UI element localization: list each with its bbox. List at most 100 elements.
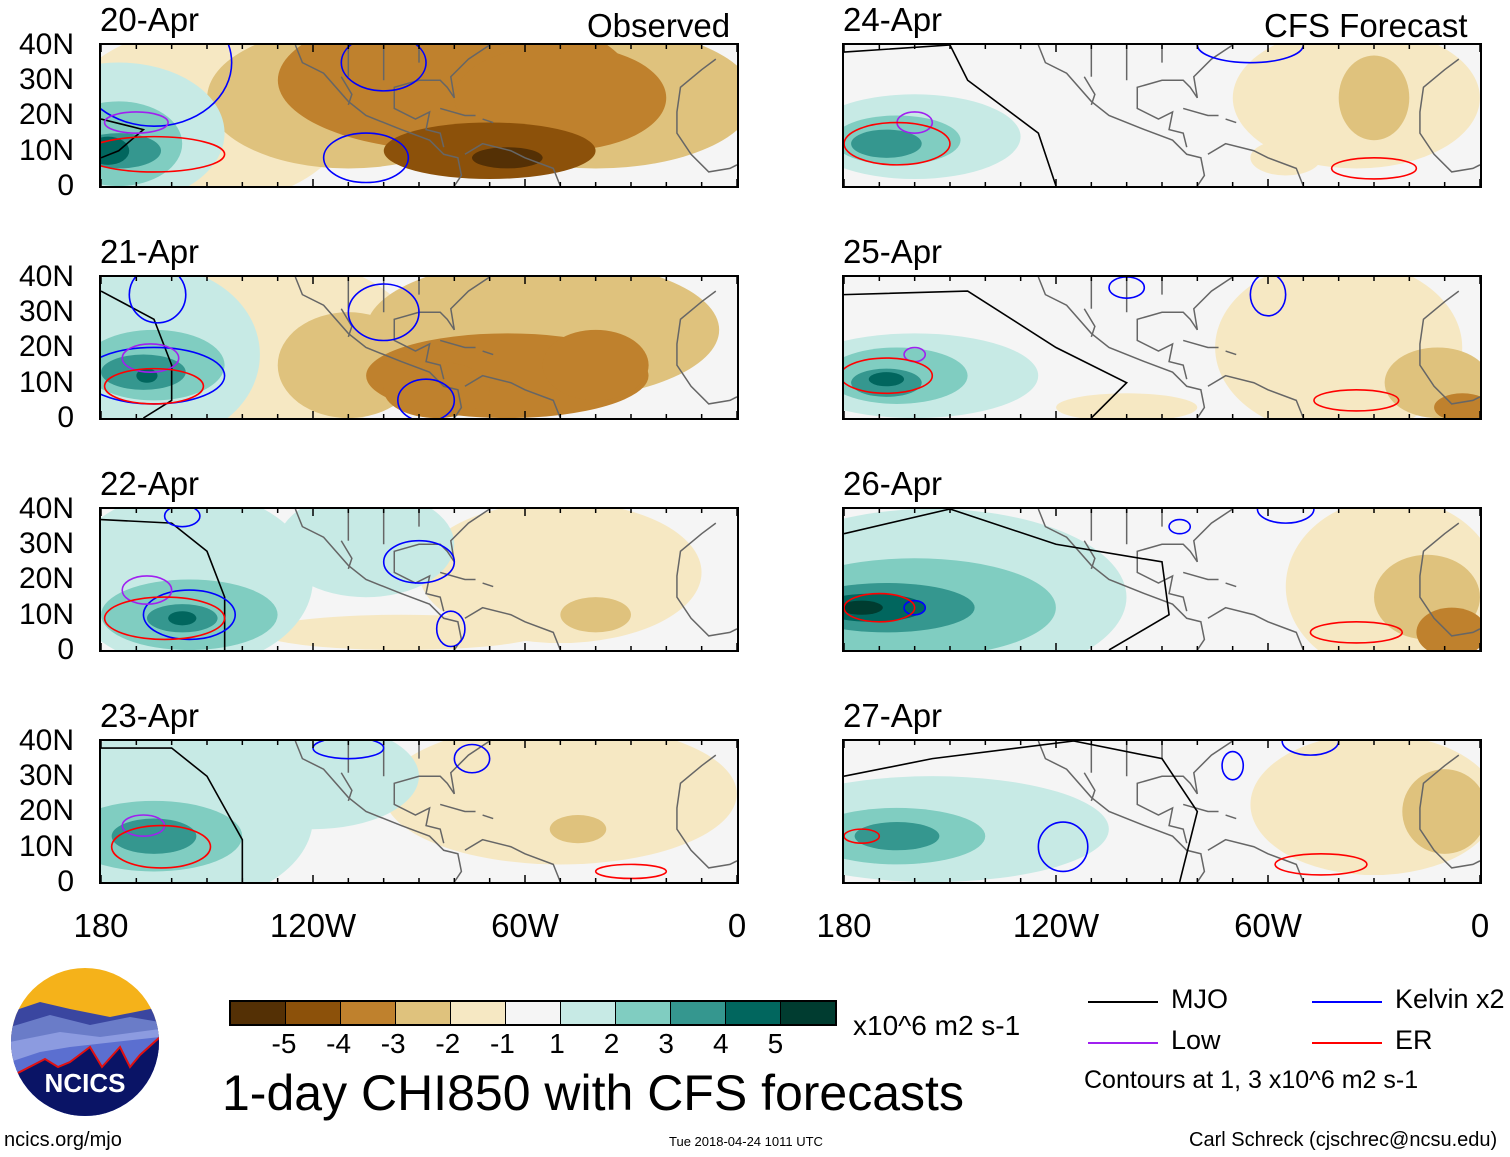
- chi850-map: [101, 45, 737, 186]
- colorbar-label: -1: [489, 1028, 515, 1059]
- mjo-contour: [844, 741, 1199, 882]
- coastline: [1225, 582, 1237, 588]
- coastline: [294, 45, 463, 186]
- legend-label: Low: [1171, 1025, 1221, 1055]
- kelvin-contour: [163, 509, 201, 528]
- lat-label: 10N: [18, 365, 74, 399]
- colorbar-label: 2: [603, 1028, 620, 1059]
- chi850-map: [101, 277, 737, 418]
- panel-date: 21-Apr: [100, 233, 200, 270]
- chi850-map: [101, 741, 737, 882]
- er-contour: [1309, 620, 1404, 644]
- colorbar-swatch: [341, 1002, 396, 1024]
- mjo-contour: [101, 290, 173, 418]
- coastline: [1037, 741, 1206, 882]
- colorbar-label: -5: [271, 1028, 297, 1059]
- lat-label: 20N: [18, 330, 74, 364]
- map-panel-25-Apr: [842, 275, 1482, 420]
- lat-label: 30N: [18, 295, 74, 329]
- panel-date: 25-Apr: [843, 233, 943, 270]
- lat-label: 20N: [18, 562, 74, 596]
- coastline: [439, 339, 476, 349]
- kelvin-contour: [340, 45, 427, 92]
- anomaly-shade: [1416, 607, 1480, 650]
- coastline: [1136, 45, 1234, 148]
- kelvin-contour: [101, 45, 233, 127]
- colorbar-swatch: [671, 1002, 726, 1024]
- lon-label: 0: [727, 907, 747, 944]
- coastline: [340, 540, 353, 570]
- anomaly-shade: [168, 611, 197, 626]
- lat-label: 40N: [18, 724, 74, 757]
- site-url[interactable]: ncics.org/mjo: [4, 1129, 122, 1151]
- coastline: [464, 606, 562, 650]
- er-contour: [1330, 156, 1418, 180]
- credit: Carl Schreck (cjschrec@ncsu.edu): [1189, 1129, 1498, 1151]
- coastline: [1083, 76, 1096, 106]
- kelvin-contour: [1281, 741, 1340, 756]
- colorbar: [229, 1000, 837, 1026]
- panel-date: 20-Apr: [100, 1, 200, 38]
- coastline: [676, 522, 737, 637]
- lat-label: 0: [57, 632, 74, 666]
- coastline: [439, 571, 476, 581]
- anomaly-shade: [844, 593, 926, 622]
- coastline: [1182, 571, 1219, 581]
- lat-label: 20N: [18, 794, 74, 828]
- kelvin-contour: [347, 283, 420, 342]
- anomaly-shade: [260, 614, 543, 650]
- er-contour: [103, 596, 226, 641]
- colorbar-swatch: [561, 1002, 616, 1024]
- anomaly-shade: [549, 815, 607, 844]
- colorbar-label: 5: [767, 1028, 784, 1059]
- kelvin-contour: [903, 599, 927, 616]
- kelvin-contour: [1168, 518, 1192, 535]
- colorbar-units: x10^6 m2 s-1: [853, 1010, 1021, 1041]
- coastline: [1419, 58, 1480, 173]
- chi850-map: [844, 509, 1480, 650]
- observed-label: Observed: [587, 7, 731, 44]
- chi850-map: [844, 45, 1480, 186]
- coastline: [1225, 350, 1237, 356]
- lon-label: 60W: [1234, 907, 1302, 944]
- anomaly-shade: [1250, 140, 1321, 176]
- coastline: [1037, 277, 1206, 418]
- coastline: [439, 803, 476, 813]
- lat-label: 10N: [18, 597, 74, 631]
- colorbar-label: 3: [658, 1028, 674, 1059]
- panel-date: 23-Apr: [100, 697, 200, 734]
- coastline: [1207, 606, 1305, 650]
- er-contour: [844, 121, 951, 166]
- lat-label: 30N: [18, 759, 74, 793]
- colorbar-label: -3: [380, 1028, 406, 1059]
- mjo-contour: [101, 118, 146, 159]
- kelvin-contour: [397, 378, 456, 418]
- anomaly-shade: [1338, 55, 1410, 141]
- lat-label: 10N: [18, 133, 74, 167]
- chi850-map: [844, 277, 1480, 418]
- colorbar-swatch: [781, 1002, 835, 1024]
- er-contour: [844, 592, 916, 623]
- logo-text: NCICS: [45, 1068, 126, 1098]
- coastline: [1136, 277, 1234, 380]
- colorbar-label: -4: [326, 1028, 352, 1059]
- colorbar-label: 4: [713, 1028, 729, 1059]
- lon-label: 120W: [269, 907, 357, 944]
- legend-line: [1312, 1042, 1382, 1044]
- legend-line: [1088, 1042, 1158, 1044]
- kelvin-contour: [1037, 821, 1089, 873]
- anomaly-shade: [1434, 393, 1480, 418]
- chi850-map: [844, 741, 1480, 882]
- legend-label: MJO: [1171, 984, 1228, 1014]
- kelvin-contour: [128, 277, 187, 324]
- map-panel-26-Apr: [842, 507, 1482, 652]
- ncics-logo: NCICS: [11, 968, 159, 1116]
- coastline: [1037, 45, 1206, 186]
- kelvin-contour: [382, 539, 456, 584]
- map-panel-27-Apr: [842, 739, 1482, 884]
- kelvin-contour: [453, 743, 491, 774]
- lat-label: 0: [57, 400, 74, 434]
- er-contour: [844, 828, 881, 845]
- er-contour: [110, 824, 212, 869]
